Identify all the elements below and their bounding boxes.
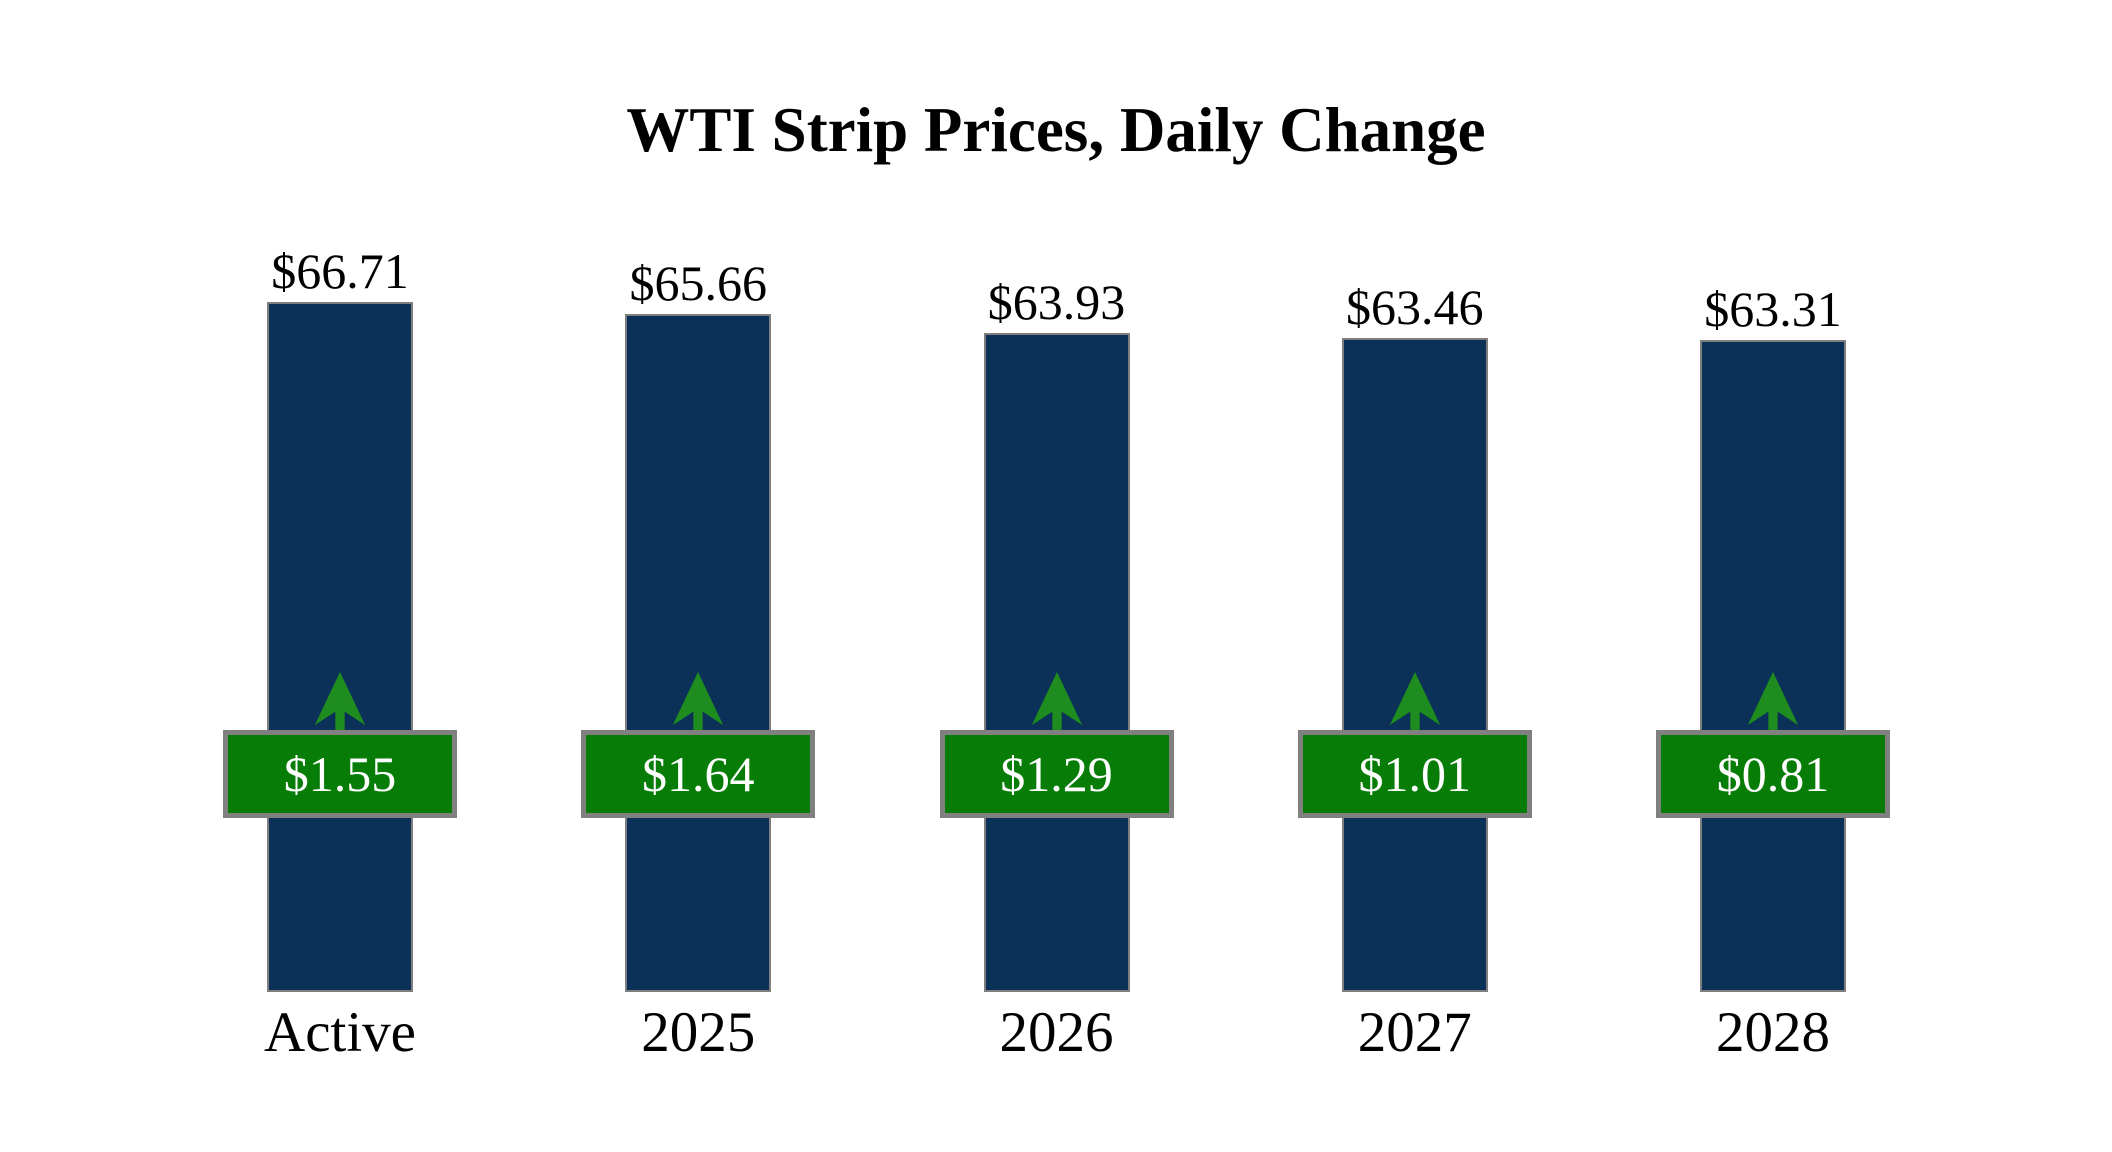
bar-value-label: $63.31 <box>1704 281 1842 338</box>
category-label: 2026 <box>999 1001 1114 1064</box>
daily-change-badge: $1.55 <box>223 730 457 818</box>
bar-value-label: $63.46 <box>1346 279 1484 336</box>
up-arrow-icon <box>1387 672 1443 735</box>
category-label: Active <box>264 1001 416 1064</box>
bar-value-label: $66.71 <box>271 243 409 299</box>
price-bar <box>625 313 772 992</box>
up-arrow-icon <box>312 672 368 735</box>
up-arrow-icon <box>1029 672 1085 735</box>
up-arrow-icon <box>670 672 726 735</box>
daily-change-badge: $1.01 <box>1297 730 1532 818</box>
bar-value-label: $63.93 <box>987 274 1126 331</box>
category-label: 2027 <box>1357 1001 1472 1064</box>
daily-change-badge: $1.64 <box>581 730 816 818</box>
price-bar <box>1341 338 1488 992</box>
daily-change-badge: $0.81 <box>1656 730 1890 818</box>
chart-title: WTI Strip Prices, Daily Change <box>626 95 1486 165</box>
price-bar <box>983 333 1130 992</box>
daily-change-badge: $1.29 <box>939 730 1174 818</box>
price-bar <box>267 302 413 992</box>
price-bar <box>1700 340 1846 992</box>
category-label: 2025 <box>641 1001 756 1064</box>
bar-value-label: $65.66 <box>629 254 768 311</box>
category-label: 2028 <box>1716 1001 1830 1064</box>
up-arrow-icon <box>1745 672 1801 735</box>
